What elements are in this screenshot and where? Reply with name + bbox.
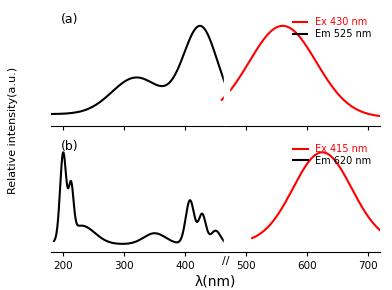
- Text: Relative intensity(a.u.): Relative intensity(a.u.): [8, 67, 18, 194]
- Text: (a): (a): [61, 13, 78, 26]
- Legend: Ex 415 nm, Em 620 nm: Ex 415 nm, Em 620 nm: [289, 140, 376, 170]
- Text: //: //: [222, 255, 230, 266]
- X-axis label: λ(nm): λ(nm): [195, 274, 236, 288]
- Bar: [223, 135, 229, 252]
- Bar: [223, 9, 229, 126]
- Text: (b): (b): [61, 140, 78, 153]
- Legend: Ex 430 nm, Em 525 nm: Ex 430 nm, Em 525 nm: [289, 14, 376, 43]
